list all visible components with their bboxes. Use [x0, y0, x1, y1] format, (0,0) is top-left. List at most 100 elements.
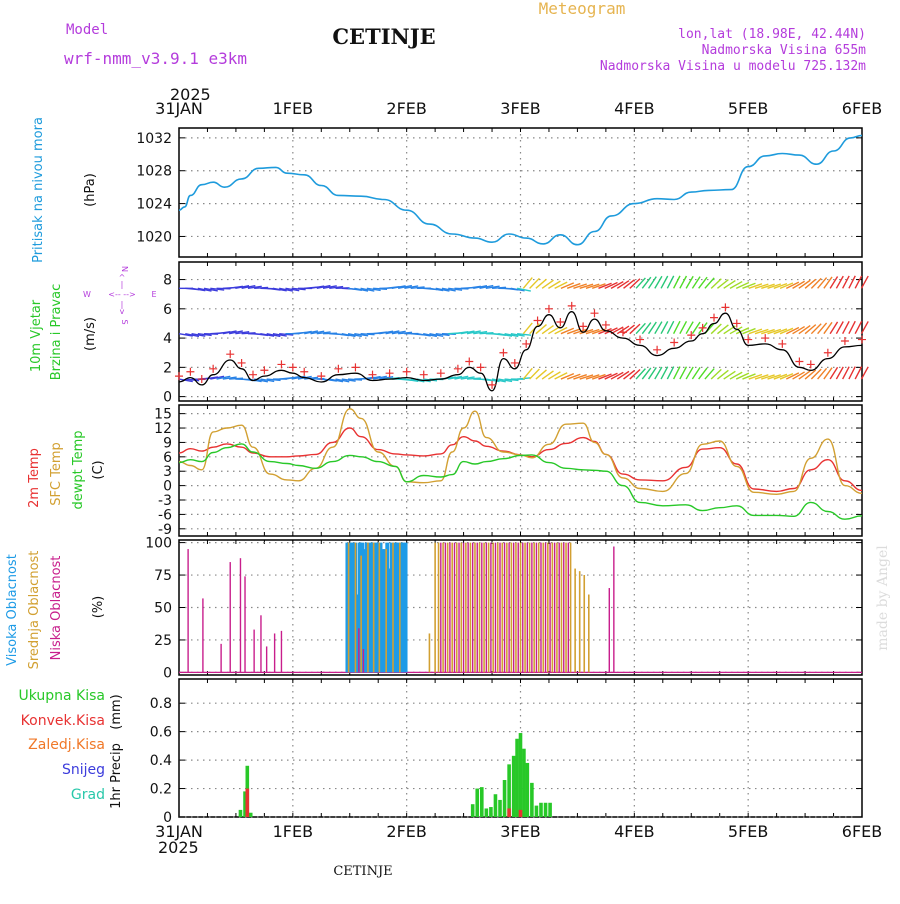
wind-barb	[667, 321, 673, 333]
bottom-date-label: 6FEB	[842, 822, 882, 841]
wind-gust-marker	[477, 363, 485, 371]
total-rain-bar	[515, 739, 519, 817]
bottom-date-label: 4FEB	[614, 822, 654, 841]
wind-gust-marker	[351, 363, 359, 371]
wind-barb	[849, 367, 855, 379]
precip-unit-label: (mm)	[109, 694, 124, 729]
wind-barb	[692, 367, 700, 379]
panel-frame	[179, 262, 862, 401]
total-rain-bar	[519, 733, 523, 817]
y-tick-label: 0.2	[150, 782, 172, 798]
total-rain-bar	[249, 813, 253, 817]
y-tick-label: 1032	[136, 131, 172, 147]
wind-gust-marker	[465, 357, 473, 365]
legend-freezing-rain: Zaledj.Kisa	[28, 737, 105, 753]
y-tick-label: 1028	[136, 164, 172, 180]
wind-barb	[667, 276, 673, 288]
wind-barb	[667, 367, 673, 379]
temp-dew-label: dewpt Temp	[71, 430, 86, 509]
wind-gust-marker	[249, 371, 257, 379]
wind-gust-marker	[841, 337, 849, 345]
wind-gust-marker	[824, 349, 832, 357]
total-rain-bar	[494, 794, 498, 817]
wind-barb	[843, 321, 849, 333]
wind-gust-marker	[437, 369, 445, 377]
wind-barb	[661, 367, 668, 379]
top-date-label: 6FEB	[842, 99, 882, 118]
compass-up-line: |	[121, 280, 124, 289]
wind-barb	[692, 277, 700, 289]
product-title: Meteogram	[539, 0, 626, 18]
wind-barb	[855, 367, 861, 379]
wind-barb	[674, 321, 680, 333]
wind-barb	[680, 367, 687, 379]
wind-gust-marker	[568, 302, 576, 310]
wind-gust-marker	[238, 359, 246, 367]
wind-gust-marker	[807, 360, 815, 368]
lonlat-label: lon,lat (18.98E, 42.44N)	[678, 27, 866, 42]
y-tick-label: 0	[163, 390, 172, 406]
bottom-date-label: 3FEB	[500, 822, 540, 841]
wind-gust-marker	[198, 375, 206, 383]
top-date-label: 1FEB	[273, 99, 313, 118]
wind-barb	[680, 321, 687, 333]
wind-barb	[661, 276, 668, 288]
wind-gust-marker	[454, 365, 462, 373]
top-date-label: 5FEB	[728, 99, 768, 118]
y-tick-label: 25	[154, 633, 172, 649]
total-rain-bar	[239, 810, 243, 817]
wind-gust-marker	[721, 303, 729, 311]
temp-unit-label: (C)	[91, 460, 106, 479]
y-tick-label: 0.6	[150, 725, 172, 741]
pressure-unit-label: (hPa)	[83, 173, 98, 207]
y-tick-label: 0	[163, 665, 172, 681]
wind-barb	[661, 321, 668, 333]
temp-sfc-label: SFC Temp	[49, 442, 64, 506]
legend-graupel: Grad	[71, 787, 105, 803]
compass-south: S	[120, 319, 129, 324]
wind-barb	[843, 276, 849, 288]
compass-north: N	[120, 266, 129, 272]
wind-name-label-2: Brzina i Pravac	[49, 284, 64, 381]
convective-rain-bar	[519, 810, 523, 817]
total-rain-bar	[535, 806, 539, 817]
y-tick-label: 100	[145, 536, 172, 552]
total-rain-bar	[471, 804, 475, 817]
wind-gust-marker	[186, 368, 194, 376]
compass-down-arrow: v	[120, 307, 125, 316]
wind-gust-marker	[795, 357, 803, 365]
pressure-name-label: Pritisak na nivou mora	[31, 117, 46, 263]
y-tick-label: 50	[154, 601, 172, 617]
legend-snow: Snijeg	[62, 762, 105, 778]
total-rain-bar	[539, 803, 543, 817]
wind-direction-compass: N ^ | <-- --> W E | v S	[83, 266, 156, 325]
cloud-unit-label: (%)	[91, 596, 106, 619]
wind-gust-marker	[858, 336, 866, 344]
total-rain-bar	[489, 807, 493, 817]
precip-name-label: 1hr Precip	[109, 743, 124, 809]
panel-frame	[179, 405, 862, 536]
wind-gust-marker	[499, 349, 507, 357]
cloud-high-label: Visoka Oblacnost	[5, 554, 20, 666]
top-date-label: 31JAN	[155, 99, 203, 118]
footer-station: CETINJE	[333, 864, 392, 879]
temp-2m-label: 2m Temp	[27, 448, 42, 508]
total-rain-bar	[498, 800, 502, 817]
station-title: CETINJE	[332, 24, 435, 49]
wind-barb	[686, 322, 693, 334]
wind-gust-marker	[653, 346, 661, 354]
wind-barb	[843, 367, 849, 379]
compass-east: E	[151, 290, 156, 299]
wind-gust-marker	[590, 309, 598, 317]
bottom-date-label: 1FEB	[273, 822, 313, 841]
pressure-series-line	[179, 135, 862, 244]
wind-barb	[674, 276, 680, 288]
altitude-label: Nadmorska Visina 655m	[702, 43, 867, 58]
wind-gust-marker	[761, 334, 769, 342]
total-rain-bar	[480, 787, 484, 817]
y-tick-label: 0.4	[150, 753, 172, 769]
